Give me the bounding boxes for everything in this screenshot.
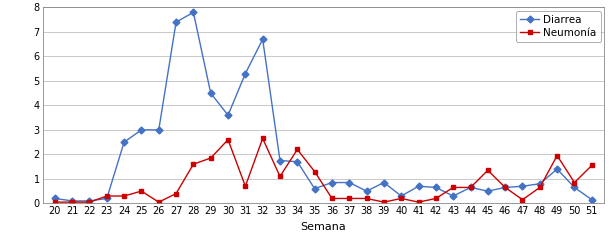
Neumonía xyxy=(311,170,318,173)
Diarrea xyxy=(276,159,284,162)
Diarrea xyxy=(415,185,422,188)
Legend: Diarrea, Neumonía: Diarrea, Neumonía xyxy=(516,11,601,42)
Neumonía xyxy=(120,194,127,197)
Diarrea xyxy=(588,198,595,201)
Diarrea xyxy=(398,194,405,197)
Diarrea xyxy=(484,190,492,193)
Neumonía xyxy=(467,186,474,189)
Diarrea xyxy=(536,182,544,185)
Diarrea xyxy=(432,186,440,189)
Neumonía xyxy=(346,197,353,200)
Diarrea xyxy=(501,186,509,189)
Neumonía xyxy=(259,137,267,140)
Neumonía xyxy=(501,186,509,189)
Neumonía xyxy=(553,154,561,157)
Diarrea xyxy=(138,128,145,131)
Neumonía xyxy=(276,175,284,178)
Neumonía xyxy=(519,198,526,201)
Diarrea xyxy=(155,128,162,131)
Diarrea xyxy=(328,181,336,184)
Diarrea xyxy=(120,141,127,144)
Diarrea xyxy=(68,199,76,202)
Neumonía xyxy=(571,181,578,184)
X-axis label: Semana: Semana xyxy=(300,222,346,232)
Neumonía xyxy=(207,156,214,159)
Diarrea xyxy=(380,181,387,184)
Neumonía xyxy=(398,197,405,200)
Neumonía xyxy=(86,201,93,204)
Neumonía xyxy=(155,201,162,204)
Neumonía xyxy=(242,185,249,188)
Diarrea xyxy=(173,21,180,24)
Diarrea xyxy=(224,114,232,117)
Neumonía xyxy=(415,201,422,204)
Neumonía xyxy=(138,190,145,193)
Neumonía xyxy=(432,197,440,200)
Neumonía xyxy=(363,197,370,200)
Line: Diarrea: Diarrea xyxy=(52,10,594,203)
Neumonía xyxy=(450,186,457,189)
Neumonía xyxy=(588,164,595,167)
Diarrea xyxy=(519,185,526,188)
Neumonía xyxy=(173,192,180,195)
Neumonía xyxy=(484,169,492,172)
Diarrea xyxy=(293,160,301,163)
Diarrea xyxy=(259,38,267,41)
Diarrea xyxy=(450,194,457,197)
Neumonía xyxy=(328,197,336,200)
Neumonía xyxy=(68,201,76,204)
Diarrea xyxy=(86,199,93,202)
Line: Neumonía: Neumonía xyxy=(52,136,594,205)
Diarrea xyxy=(207,92,214,95)
Diarrea xyxy=(553,168,561,171)
Diarrea xyxy=(190,11,197,14)
Diarrea xyxy=(346,181,353,184)
Diarrea xyxy=(363,190,370,193)
Neumonía xyxy=(224,138,232,141)
Neumonía xyxy=(536,186,544,189)
Diarrea xyxy=(51,197,59,200)
Diarrea xyxy=(571,186,578,189)
Neumonía xyxy=(190,163,197,166)
Diarrea xyxy=(103,197,110,200)
Neumonía xyxy=(293,148,301,151)
Diarrea xyxy=(242,72,249,75)
Neumonía xyxy=(103,194,110,197)
Neumonía xyxy=(51,201,59,204)
Diarrea xyxy=(467,186,474,189)
Neumonía xyxy=(380,201,387,204)
Diarrea xyxy=(311,187,318,190)
